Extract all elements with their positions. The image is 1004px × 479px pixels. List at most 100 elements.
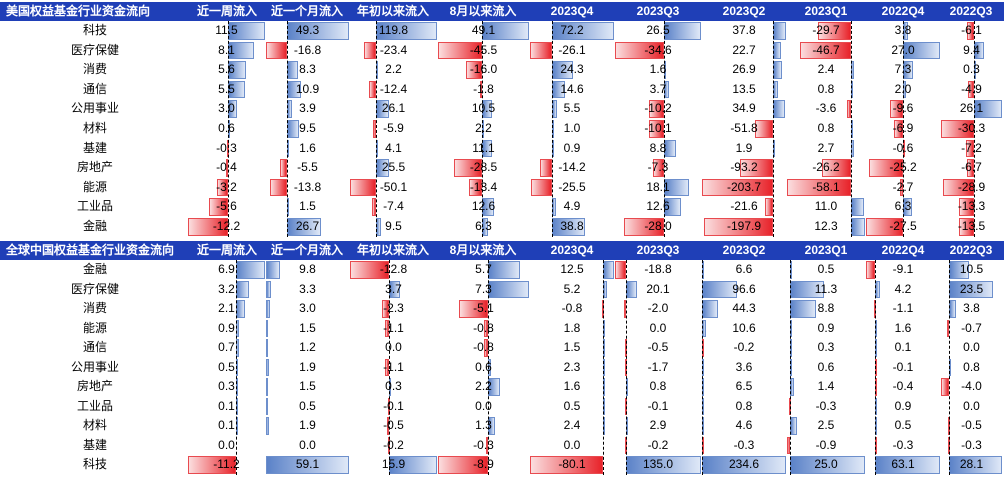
value-bar [266, 358, 269, 376]
value-bar [266, 319, 269, 337]
value-bar [459, 300, 488, 318]
value-bar [890, 100, 904, 118]
data-label: 6.3 [475, 219, 492, 233]
data-label: -2.7 [892, 179, 914, 194]
data-label: -0.3 [892, 437, 914, 452]
zero-axis [625, 260, 627, 475]
data-label: 4.2 [894, 281, 912, 296]
data-label: -58.1 [812, 179, 840, 194]
data-label: -1.1 [383, 359, 404, 374]
data-label: 9.5 [385, 219, 402, 233]
column-header: 年初以来流入 [356, 243, 430, 257]
row-label: 科技 [82, 457, 107, 471]
data-label: 1.5 [299, 320, 316, 335]
value-bar [266, 378, 269, 396]
zero-axis [772, 21, 774, 237]
data-label: 0.8 [735, 398, 753, 413]
data-label: 1.5 [299, 379, 316, 393]
row-label: 工业品 [76, 398, 113, 413]
value-bar [266, 339, 268, 357]
section-header: 全球中国权益基金行业资金流向 近一周流入 近一个月流入 年初以来流入 8月以来流入 202… [0, 241, 1004, 260]
column-header: 2022Q4 [881, 4, 925, 18]
column-header: 2023Q2 [722, 243, 766, 257]
data-label: 0.7 [218, 340, 235, 354]
data-label: 0.0 [963, 398, 980, 413]
data-label: -13.4 [469, 179, 498, 194]
data-label: -0.6 [892, 140, 914, 155]
data-label: 3.0 [299, 301, 316, 315]
value-bar [530, 41, 553, 60]
column-header: 近一个月流入 [270, 4, 344, 18]
data-label: -27.5 [889, 219, 917, 233]
data-label: -80.1 [558, 457, 586, 471]
value-bar [965, 139, 974, 158]
data-label: 9.8 [299, 262, 316, 276]
column-header: 2023Q4 [550, 4, 594, 18]
value-bar [381, 300, 389, 318]
data-label: 34.9 [732, 101, 756, 116]
data-label: 0.9 [563, 140, 581, 155]
data-label: -1.7 [647, 359, 669, 374]
row-label: 金融 [82, 219, 107, 233]
data-label: -5.9 [383, 121, 404, 135]
value-bar [466, 61, 482, 79]
data-label: 6.5 [735, 379, 753, 393]
data-label: 15.9 [381, 457, 406, 471]
data-label: -7.4 [383, 199, 404, 214]
data-label: 2.4 [563, 418, 581, 432]
data-label: 26.7 [295, 219, 320, 233]
value-bar [266, 417, 269, 435]
value-bar [899, 178, 904, 197]
data-label: -0.5 [647, 340, 669, 354]
value-bar [959, 218, 974, 236]
data-label: 12.6 [646, 199, 670, 214]
data-label: -0.2 [647, 437, 669, 452]
data-label: 5.6 [218, 62, 235, 77]
column-header: 2023Q3 [636, 4, 680, 18]
data-label: 0.5 [817, 262, 835, 276]
zero-axis [948, 260, 950, 475]
data-label: 2.5 [817, 418, 835, 432]
data-label: 2.2 [385, 62, 402, 77]
data-label: -0.3 [961, 437, 982, 452]
row-label: 材料 [82, 121, 107, 135]
data-label: 5.7 [475, 262, 492, 276]
data-label: 0.0 [218, 437, 235, 452]
row-label: 基建 [82, 140, 107, 155]
row-label: 通信 [82, 340, 107, 354]
data-label: 28.1 [959, 457, 984, 471]
value-bar [847, 100, 852, 118]
data-label: -28.5 [469, 160, 498, 175]
data-label: -14.2 [558, 160, 586, 175]
data-label: 12.6 [471, 199, 496, 214]
row-label: 材料 [82, 418, 107, 432]
data-label: -13.5 [957, 219, 986, 233]
data-label: 8.8 [817, 301, 835, 315]
data-label: -13.8 [293, 179, 322, 194]
data-label: -3.6 [815, 101, 837, 116]
data-label: 2.1 [218, 301, 235, 315]
value-bar [966, 159, 974, 177]
column-header: 年初以来流入 [356, 4, 430, 18]
row-label: 工业品 [76, 199, 113, 214]
value-bar [765, 198, 773, 216]
column-header: 近一个月流入 [270, 243, 344, 257]
data-label: 1.2 [299, 340, 316, 354]
value-bar [369, 80, 376, 99]
data-label: -5.6 [216, 199, 237, 214]
row-label: 能源 [82, 320, 107, 335]
data-label: -0.3 [473, 437, 494, 452]
row-label: 公用事业 [70, 101, 119, 116]
data-label: 25.5 [381, 160, 406, 175]
data-label: -23.4 [379, 42, 408, 57]
column-header: 2023Q4 [550, 243, 594, 257]
data-label: 3.3 [299, 281, 316, 296]
value-bar [266, 41, 288, 60]
data-label: -7.2 [961, 140, 982, 155]
data-label: -2.0 [647, 301, 669, 315]
data-label: -5.5 [297, 160, 318, 175]
data-label: 0.0 [563, 437, 581, 452]
data-label: -6.1 [961, 23, 982, 37]
data-label: 1.5 [299, 199, 316, 214]
